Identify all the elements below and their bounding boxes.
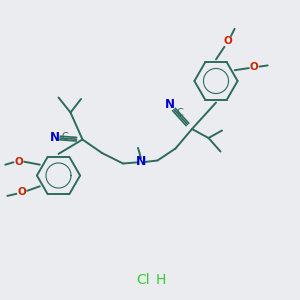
- Text: C: C: [61, 132, 68, 142]
- Text: Cl: Cl: [136, 274, 150, 287]
- Text: O: O: [224, 36, 232, 46]
- Text: N: N: [50, 130, 60, 144]
- Text: O: O: [250, 62, 259, 72]
- Text: C: C: [176, 108, 183, 118]
- Text: H: H: [156, 274, 166, 287]
- Text: N: N: [164, 98, 175, 111]
- Text: O: O: [14, 157, 23, 167]
- Text: O: O: [17, 187, 26, 197]
- Text: N: N: [136, 155, 146, 169]
